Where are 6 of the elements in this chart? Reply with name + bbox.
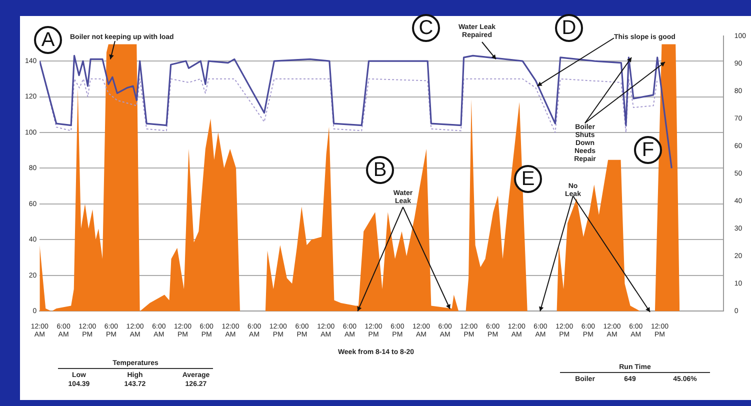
annotation: A [34,26,62,54]
annotation: D [555,14,583,42]
annotation: E [514,165,542,193]
annotation: B [366,156,394,184]
annotation: F [634,136,662,164]
annotation: C [412,14,440,42]
